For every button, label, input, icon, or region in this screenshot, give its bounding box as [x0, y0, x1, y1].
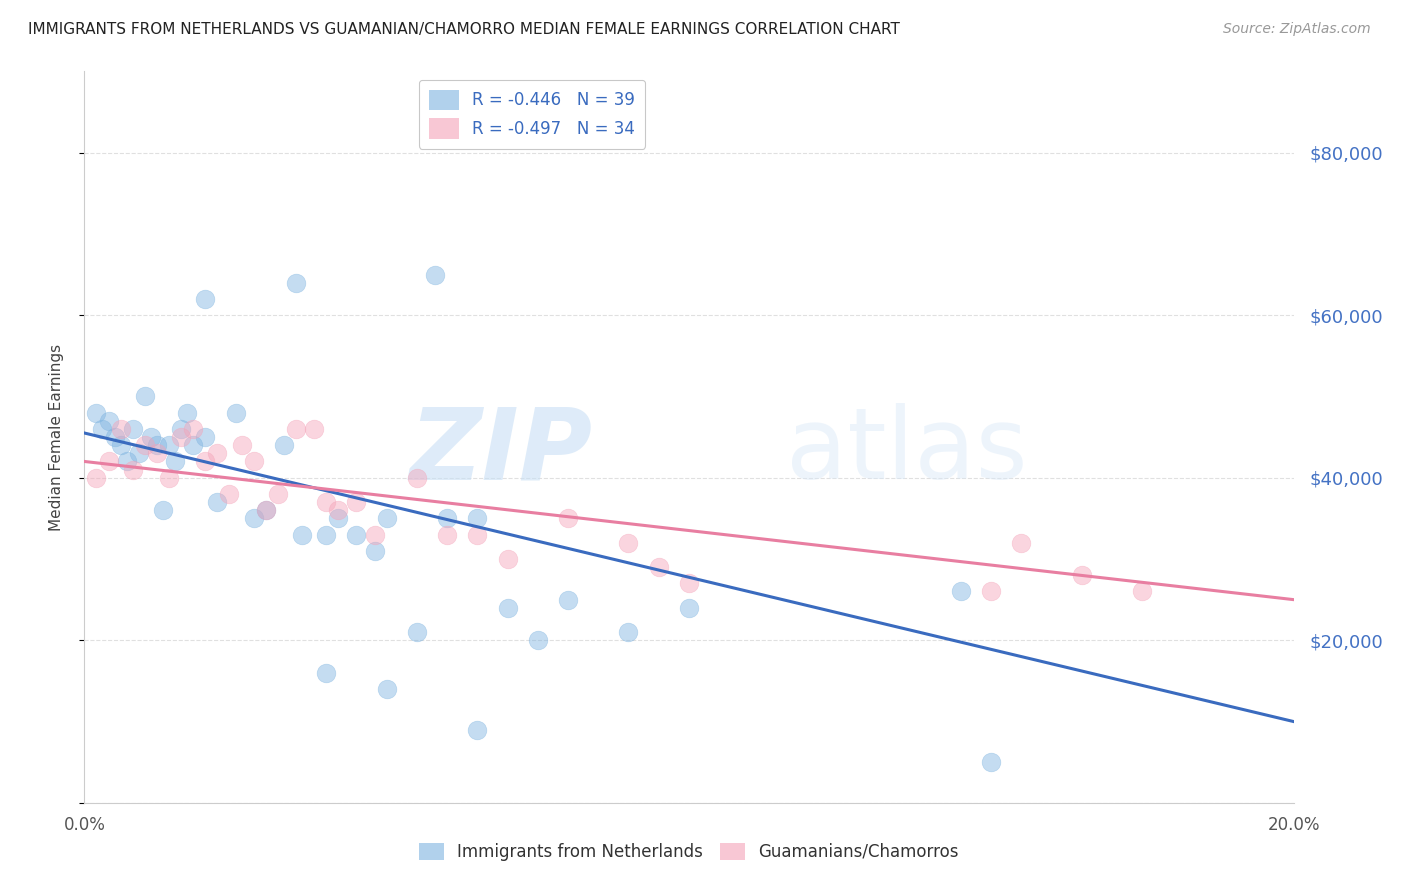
- Point: [423, 268, 446, 282]
- Point: [1011, 535, 1033, 549]
- Point: [218, 487, 240, 501]
- Point: [315, 665, 337, 680]
- Point: [254, 503, 277, 517]
- Point: [678, 576, 700, 591]
- Point: [97, 454, 120, 468]
- Point: [617, 535, 640, 549]
- Point: [134, 389, 156, 403]
- Point: [194, 292, 217, 306]
- Point: [146, 438, 169, 452]
- Point: [207, 446, 229, 460]
- Text: ZIP: ZIP: [409, 403, 592, 500]
- Point: [242, 511, 264, 525]
- Point: [467, 527, 489, 541]
- Point: [406, 625, 429, 640]
- Point: [273, 438, 295, 452]
- Point: [225, 406, 247, 420]
- Point: [285, 422, 308, 436]
- Point: [170, 422, 193, 436]
- Point: [346, 495, 368, 509]
- Text: atlas: atlas: [786, 403, 1028, 500]
- Point: [157, 471, 180, 485]
- Legend: Immigrants from Netherlands, Guamanians/Chamorros: Immigrants from Netherlands, Guamanians/…: [412, 836, 966, 868]
- Point: [363, 544, 385, 558]
- Point: [1130, 584, 1153, 599]
- Point: [134, 438, 156, 452]
- Point: [375, 511, 398, 525]
- Point: [302, 422, 325, 436]
- Point: [980, 755, 1002, 769]
- Point: [194, 430, 217, 444]
- Point: [557, 592, 579, 607]
- Point: [181, 422, 204, 436]
- Point: [363, 527, 385, 541]
- Point: [152, 503, 174, 517]
- Point: [121, 422, 143, 436]
- Point: [254, 503, 277, 517]
- Point: [285, 276, 308, 290]
- Point: [678, 600, 700, 615]
- Point: [496, 600, 519, 615]
- Point: [91, 422, 114, 436]
- Point: [328, 503, 350, 517]
- Point: [110, 438, 132, 452]
- Point: [128, 446, 150, 460]
- Point: [157, 438, 180, 452]
- Point: [97, 414, 120, 428]
- Point: [170, 430, 193, 444]
- Point: [406, 471, 429, 485]
- Y-axis label: Median Female Earnings: Median Female Earnings: [49, 343, 63, 531]
- Point: [242, 454, 264, 468]
- Point: [648, 560, 671, 574]
- Point: [176, 406, 198, 420]
- Point: [121, 462, 143, 476]
- Point: [527, 633, 550, 648]
- Point: [267, 487, 290, 501]
- Point: [557, 511, 579, 525]
- Point: [86, 406, 108, 420]
- Point: [328, 511, 350, 525]
- Point: [315, 527, 337, 541]
- Point: [207, 495, 229, 509]
- Point: [165, 454, 187, 468]
- Point: [346, 527, 368, 541]
- Point: [146, 446, 169, 460]
- Point: [86, 471, 108, 485]
- Point: [104, 430, 127, 444]
- Point: [467, 511, 489, 525]
- Point: [291, 527, 314, 541]
- Point: [950, 584, 973, 599]
- Point: [617, 625, 640, 640]
- Text: Source: ZipAtlas.com: Source: ZipAtlas.com: [1223, 22, 1371, 37]
- Point: [139, 430, 162, 444]
- Point: [467, 723, 489, 737]
- Point: [496, 552, 519, 566]
- Point: [115, 454, 138, 468]
- Point: [436, 511, 458, 525]
- Point: [231, 438, 253, 452]
- Point: [181, 438, 204, 452]
- Point: [375, 681, 398, 696]
- Point: [315, 495, 337, 509]
- Point: [1071, 568, 1094, 582]
- Point: [194, 454, 217, 468]
- Point: [980, 584, 1002, 599]
- Text: IMMIGRANTS FROM NETHERLANDS VS GUAMANIAN/CHAMORRO MEDIAN FEMALE EARNINGS CORRELA: IMMIGRANTS FROM NETHERLANDS VS GUAMANIAN…: [28, 22, 900, 37]
- Point: [110, 422, 132, 436]
- Point: [436, 527, 458, 541]
